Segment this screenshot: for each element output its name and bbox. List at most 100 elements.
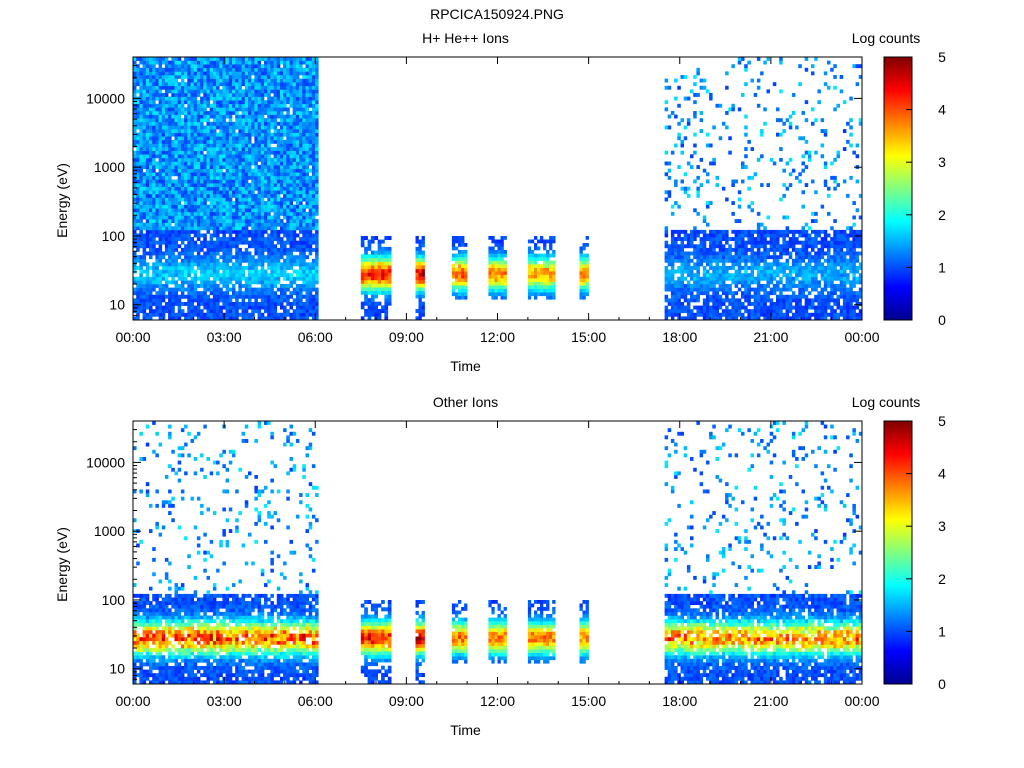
spectrogram-cell xyxy=(311,175,316,180)
spectrogram-cell xyxy=(212,64,217,69)
spectrogram-cell xyxy=(283,179,287,184)
spectrogram-cell xyxy=(190,204,194,209)
spectrogram-cell xyxy=(222,237,226,241)
spectrogram-cell xyxy=(683,190,688,195)
spectrogram-cell xyxy=(184,64,188,69)
spectrogram-cell xyxy=(139,172,143,177)
spectrogram-cell xyxy=(264,147,268,151)
spectrogram-cell xyxy=(370,312,375,317)
spectrogram-cell xyxy=(280,208,284,213)
spectrogram-cell xyxy=(225,107,230,112)
spectrogram-cell xyxy=(168,266,172,270)
spectrogram-cell xyxy=(370,250,375,255)
spectrogram-cell xyxy=(155,280,159,285)
spectrogram-cell xyxy=(305,175,309,180)
spectrogram-cell xyxy=(693,294,697,299)
spectrogram-cell xyxy=(136,193,140,198)
spectrogram-cell xyxy=(232,168,236,173)
spectrogram-cell xyxy=(264,215,268,220)
spectrogram-cell xyxy=(232,193,236,198)
spectrogram-cell xyxy=(238,284,242,288)
spectrogram-cell xyxy=(193,96,198,101)
spectrogram-cell xyxy=(686,298,691,303)
spectrogram-cell xyxy=(534,253,538,258)
spectrogram-cell xyxy=(267,93,271,97)
spectrogram-cell xyxy=(270,57,274,61)
spectrogram-cell xyxy=(136,240,140,245)
spectrogram-cell xyxy=(248,190,252,195)
spectrogram-cell xyxy=(377,290,382,295)
spectrogram-cell xyxy=(145,136,150,141)
spectrogram-cell xyxy=(180,190,185,195)
spectrogram-cell xyxy=(248,136,252,141)
spectrogram-cell xyxy=(267,255,271,260)
spectrogram-cell xyxy=(212,269,217,274)
spectrogram-cell xyxy=(302,154,306,159)
spectrogram-cell xyxy=(302,219,306,223)
spectrogram-cell xyxy=(145,107,150,112)
spectrogram-cell xyxy=(464,288,468,293)
spectrogram-cell xyxy=(276,165,281,169)
spectrogram-cell xyxy=(200,312,204,317)
spectrogram-cell xyxy=(248,67,252,72)
spectrogram-cell xyxy=(232,240,236,245)
spectrogram-cell xyxy=(251,89,255,94)
spectrogram-cell xyxy=(500,253,504,258)
spectrogram-cell xyxy=(193,284,198,288)
spectrogram-cell xyxy=(664,190,669,195)
spectrogram-cell xyxy=(171,247,175,252)
spectrogram-cell xyxy=(193,262,198,267)
spectrogram-cell xyxy=(585,274,589,279)
spectrogram-cell xyxy=(209,201,214,205)
spectrogram-cell xyxy=(228,276,233,281)
spectrogram-cell xyxy=(196,147,201,151)
spectrogram-cell xyxy=(161,118,166,123)
spectrogram-cell xyxy=(664,125,669,130)
spectrogram-cell xyxy=(292,143,297,148)
spectrogram-cell xyxy=(193,291,198,296)
spectrogram-cell xyxy=(527,281,532,286)
spectrogram-cell xyxy=(286,247,290,252)
spectrogram-cell xyxy=(579,292,583,297)
spectrogram-cell xyxy=(219,172,223,177)
spectrogram-cell xyxy=(222,100,226,105)
spectrogram-cell xyxy=(360,316,365,320)
spectrogram-cell xyxy=(276,157,281,162)
spectrogram-cell xyxy=(171,237,175,241)
spectrogram-cell xyxy=(196,211,201,216)
spectrogram-cell xyxy=(193,168,198,173)
spectrogram-cell xyxy=(276,294,281,299)
spectrogram-cell xyxy=(190,219,194,223)
spectrogram-cell xyxy=(585,288,589,293)
spectrogram-cell xyxy=(206,215,210,220)
spectrogram-cell xyxy=(228,179,233,184)
spectrogram-cell xyxy=(670,211,675,216)
spectrogram-cell xyxy=(133,251,137,256)
spectrogram-cell xyxy=(530,288,535,293)
spectrogram-cell xyxy=(308,305,313,310)
spectrogram-cell xyxy=(276,154,281,159)
spectrogram-cell xyxy=(203,240,207,245)
spectrogram-cell xyxy=(158,168,163,173)
spectrogram-cell xyxy=(206,168,210,173)
spectrogram-cell xyxy=(206,71,210,76)
spectrogram-cell xyxy=(142,226,147,231)
spectrogram-cell xyxy=(228,204,233,209)
spectrogram-cell xyxy=(225,85,230,90)
spectrogram-cell xyxy=(168,258,172,263)
spectrogram-cell xyxy=(264,75,268,79)
spectrogram-cell xyxy=(280,78,284,83)
spectrogram-cell xyxy=(677,291,681,296)
spectrogram-cell xyxy=(283,103,287,108)
spectrogram-cell xyxy=(228,193,233,198)
spectrogram-cell xyxy=(238,96,242,101)
spectrogram-cell xyxy=(712,161,716,166)
spectrogram-cell xyxy=(455,274,459,279)
spectrogram-cell xyxy=(136,121,140,126)
spectrogram-cell xyxy=(283,211,287,216)
spectrogram-cell xyxy=(415,309,419,313)
spectrogram-cell xyxy=(219,190,223,195)
spectrogram-cell xyxy=(364,287,368,292)
spectrogram-cell xyxy=(152,197,156,202)
spectrogram-cell xyxy=(222,197,226,202)
